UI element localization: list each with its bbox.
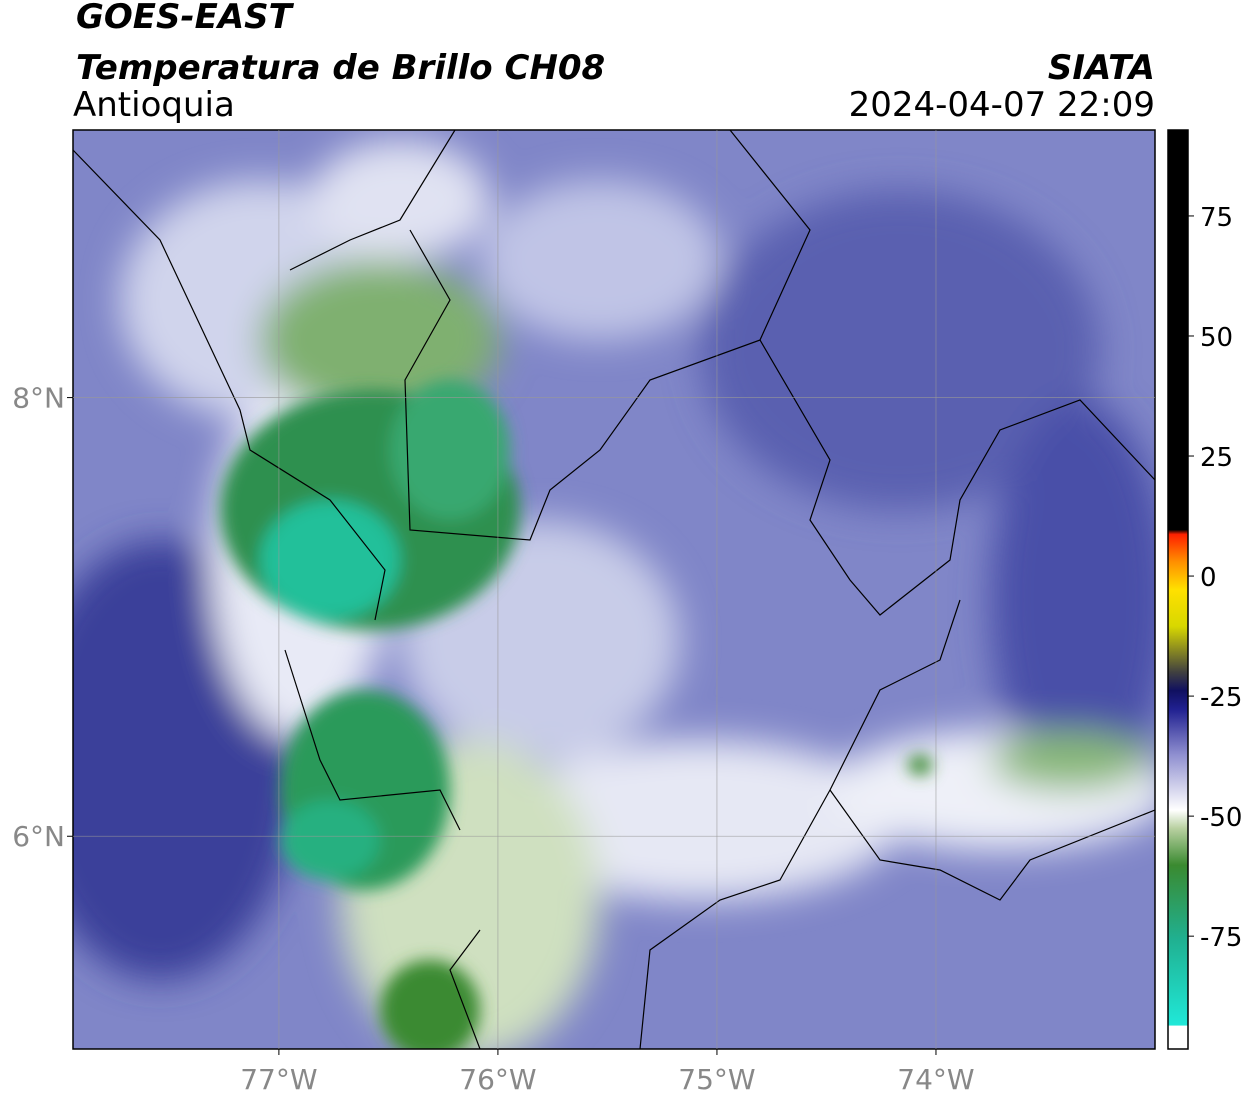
colorbar-tick-label: -50 xyxy=(1200,803,1242,833)
product: Temperatura de Brillo CH08 xyxy=(76,48,605,88)
y-tick-label: 6°N xyxy=(12,820,65,853)
y-tick-label: 8°N xyxy=(12,382,65,415)
colorbar-tick-label: 50 xyxy=(1200,323,1233,353)
datetime: 2024-04-07 22:09 xyxy=(849,85,1155,125)
colorbar-tick-label: 0 xyxy=(1200,563,1217,593)
x-tick-label: 75°W xyxy=(678,1063,755,1096)
colorbar-tick-label: 75 xyxy=(1200,203,1233,233)
x-tick-label: 76°W xyxy=(459,1063,536,1096)
colorbar-tick-label: -75 xyxy=(1200,923,1242,953)
map-frame xyxy=(72,129,1156,1050)
satellite: GOES-EAST xyxy=(76,0,295,37)
colorbar-tick-label: -25 xyxy=(1200,683,1242,713)
region: Antioquia xyxy=(73,85,235,125)
satellite-image xyxy=(73,130,1155,1049)
x-tick-label: 74°W xyxy=(897,1063,974,1096)
colorbar xyxy=(1167,129,1189,1050)
colorbar-tick-label: 25 xyxy=(1200,443,1233,473)
agency: SIATA xyxy=(1048,48,1155,88)
x-tick-label: 77°W xyxy=(240,1063,317,1096)
